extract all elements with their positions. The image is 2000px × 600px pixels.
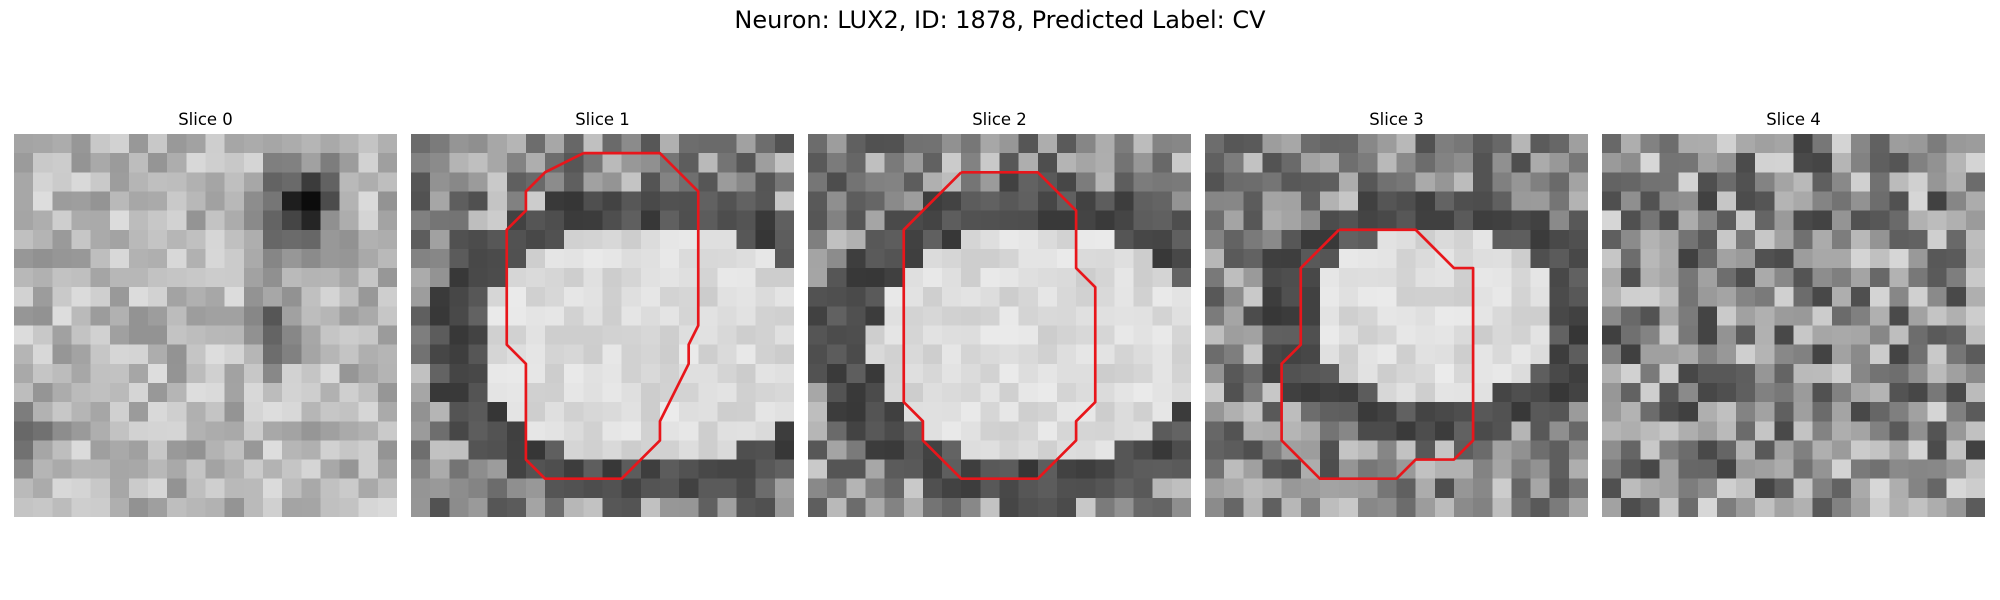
slice-panel-3: Slice 3 (1205, 110, 1588, 517)
figure-title: Neuron: LUX2, ID: 1878, Predicted Label:… (734, 6, 1266, 34)
slice-title: Slice 2 (972, 110, 1027, 129)
slice-title: Slice 4 (1766, 110, 1821, 129)
slice-image (1602, 134, 1985, 517)
slice-panel-1: Slice 1 (411, 110, 794, 517)
slice-title: Slice 3 (1369, 110, 1424, 129)
slice-panel-2: Slice 2 (808, 110, 1191, 517)
slice-image (411, 134, 794, 517)
slice-panel-4: Slice 4 (1602, 110, 1985, 517)
slice-image (1205, 134, 1588, 517)
slice-panel-0: Slice 0 (14, 110, 397, 517)
segmentation-contour (505, 151, 700, 481)
segmentation-contour (1280, 228, 1475, 481)
slice-title: Slice 1 (575, 110, 630, 129)
slice-image (808, 134, 1191, 517)
slice-image (14, 134, 397, 517)
segmentation-contour (902, 170, 1097, 481)
slice-title: Slice 0 (178, 110, 233, 129)
